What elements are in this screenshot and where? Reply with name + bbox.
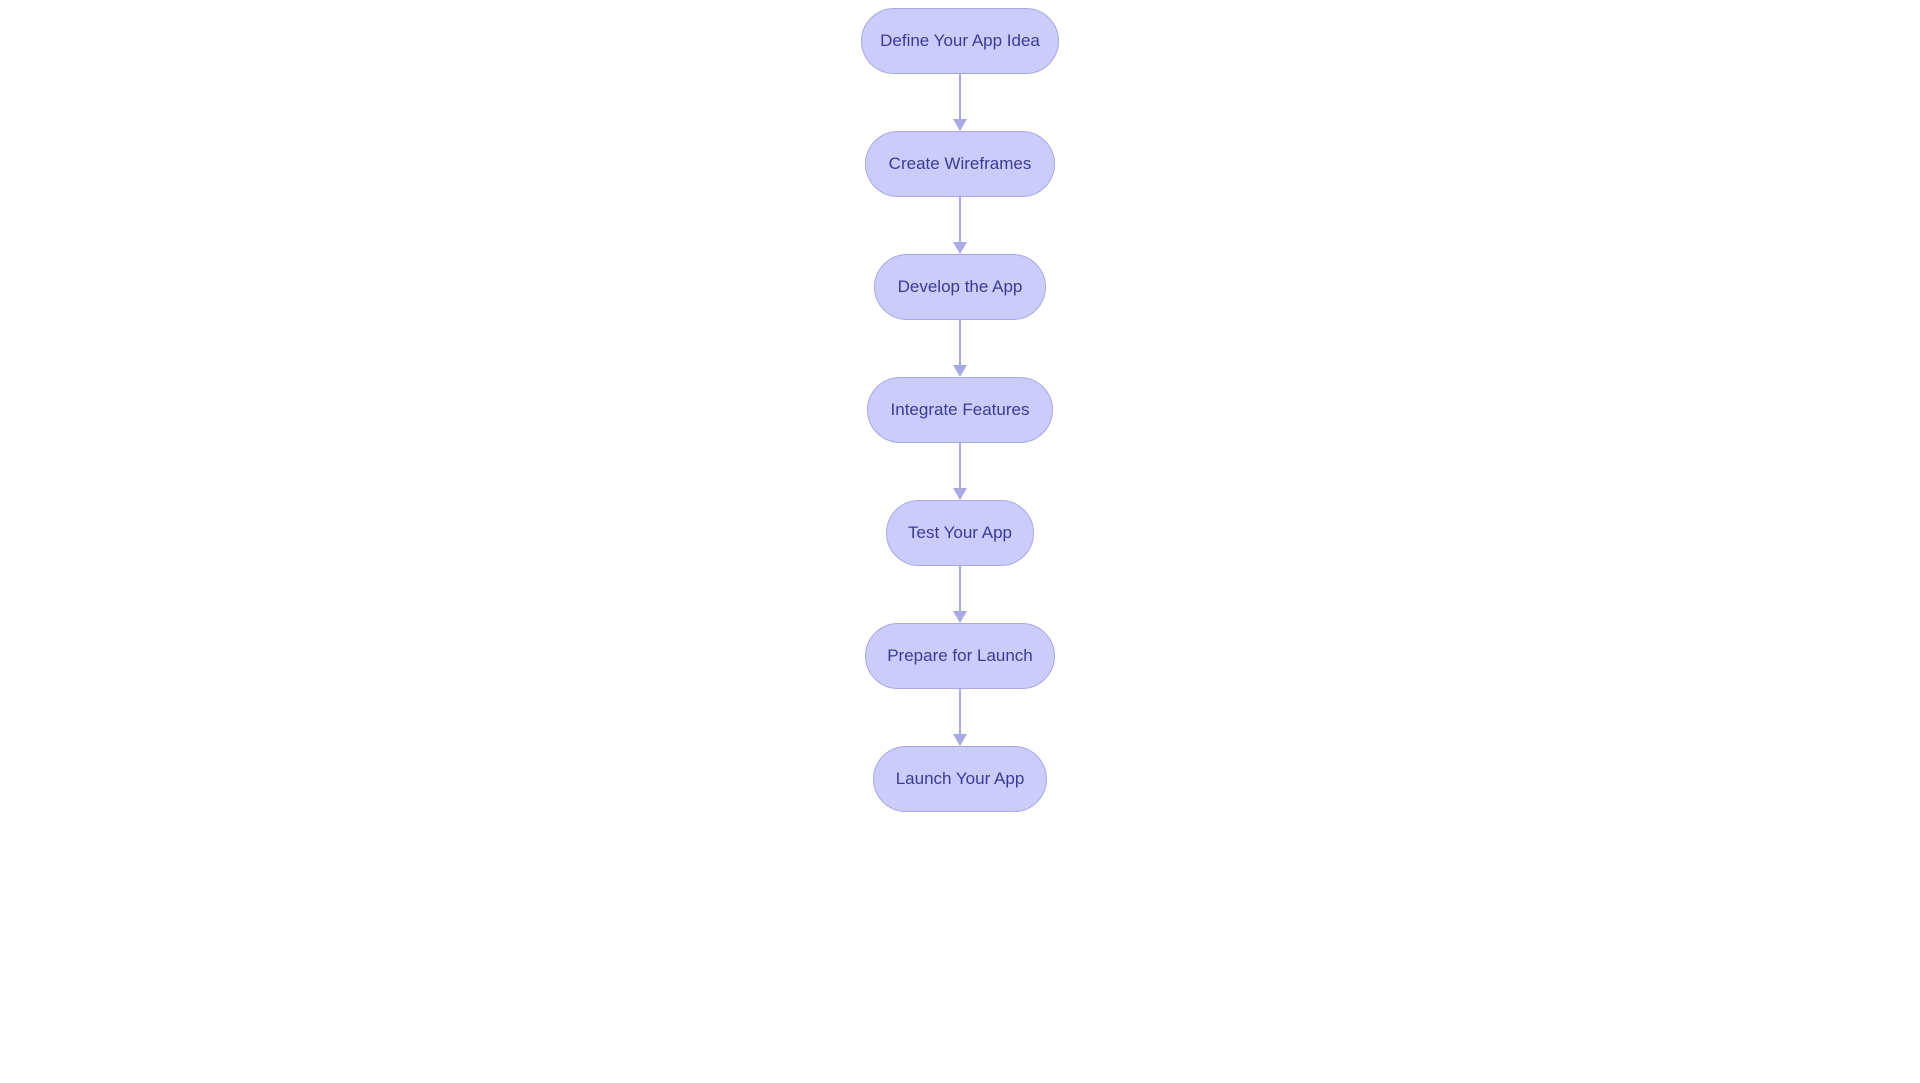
flowchart-node-label: Test Your App [908, 523, 1012, 543]
flowchart-arrow [953, 74, 967, 131]
arrow-head-icon [953, 365, 967, 377]
flowchart-node-label: Define Your App Idea [880, 31, 1040, 51]
flowchart-node-n3: Develop the App [874, 254, 1046, 320]
flowchart-arrow [953, 689, 967, 746]
flowchart-node-label: Launch Your App [896, 769, 1025, 789]
arrow-line [959, 566, 961, 611]
flowchart-node-n6: Prepare for Launch [865, 623, 1055, 689]
flowchart-arrow [953, 197, 967, 254]
arrow-line [959, 197, 961, 242]
flowchart-node-label: Develop the App [898, 277, 1023, 297]
arrow-head-icon [953, 488, 967, 500]
arrow-head-icon [953, 734, 967, 746]
flowchart-node-label: Create Wireframes [889, 154, 1032, 174]
arrow-head-icon [953, 611, 967, 623]
flowchart-arrow [953, 320, 967, 377]
arrow-head-icon [953, 119, 967, 131]
flowchart-node-n1: Define Your App Idea [861, 8, 1059, 74]
flowchart-node-n5: Test Your App [886, 500, 1034, 566]
arrow-line [959, 74, 961, 119]
flowchart-arrow [953, 443, 967, 500]
flowchart-node-n2: Create Wireframes [865, 131, 1055, 197]
flowchart-container: Define Your App Idea Create Wireframes Dev… [861, 8, 1059, 812]
flowchart-node-n4: Integrate Features [867, 377, 1053, 443]
arrow-line [959, 320, 961, 365]
flowchart-node-label: Integrate Features [891, 400, 1030, 420]
arrow-head-icon [953, 242, 967, 254]
arrow-line [959, 689, 961, 734]
flowchart-node-n7: Launch Your App [873, 746, 1047, 812]
arrow-line [959, 443, 961, 488]
flowchart-arrow [953, 566, 967, 623]
flowchart-node-label: Prepare for Launch [887, 646, 1033, 666]
